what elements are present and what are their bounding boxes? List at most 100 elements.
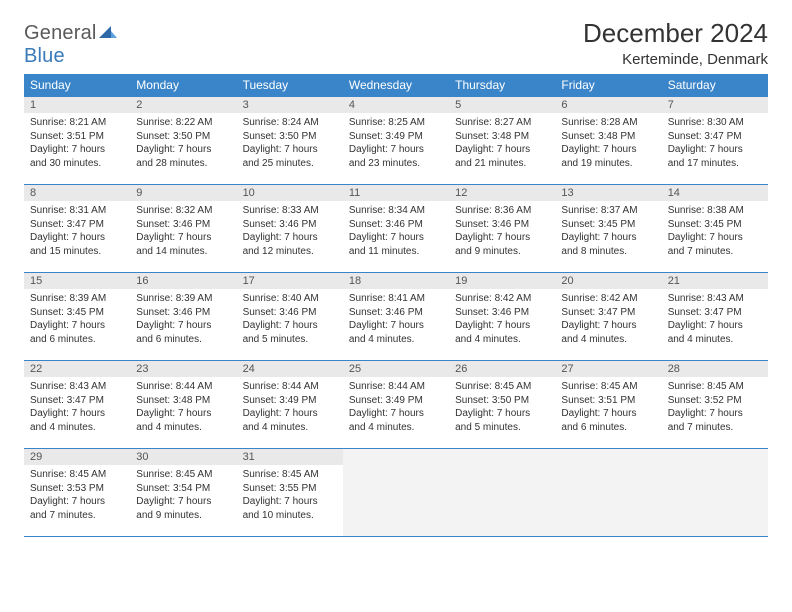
calendar-cell: 12Sunrise: 8:36 AMSunset: 3:46 PMDayligh… [449, 185, 555, 273]
day-details: Sunrise: 8:45 AMSunset: 3:54 PMDaylight:… [130, 465, 236, 526]
daylight-text-1: Daylight: 7 hours [243, 319, 337, 333]
day-number: 6 [555, 97, 661, 113]
day-details: Sunrise: 8:42 AMSunset: 3:47 PMDaylight:… [555, 289, 661, 350]
daylight-text-2: and 6 minutes. [136, 333, 230, 347]
day-number: 2 [130, 97, 236, 113]
day-details: Sunrise: 8:43 AMSunset: 3:47 PMDaylight:… [662, 289, 768, 350]
location-label: Kerteminde, Denmark [583, 51, 768, 68]
calendar-cell [343, 449, 449, 537]
calendar-cell: 20Sunrise: 8:42 AMSunset: 3:47 PMDayligh… [555, 273, 661, 361]
day-details: Sunrise: 8:36 AMSunset: 3:46 PMDaylight:… [449, 201, 555, 262]
calendar-row: 8Sunrise: 8:31 AMSunset: 3:47 PMDaylight… [24, 185, 768, 273]
calendar-cell: 14Sunrise: 8:38 AMSunset: 3:45 PMDayligh… [662, 185, 768, 273]
day-number: 11 [343, 185, 449, 201]
sunset-text: Sunset: 3:47 PM [561, 306, 655, 320]
daylight-text-2: and 6 minutes. [561, 421, 655, 435]
sunset-text: Sunset: 3:50 PM [243, 130, 337, 144]
day-number: 19 [449, 273, 555, 289]
calendar-cell [449, 449, 555, 537]
calendar-body: 1Sunrise: 8:21 AMSunset: 3:51 PMDaylight… [24, 97, 768, 537]
day-number: 17 [237, 273, 343, 289]
daylight-text-2: and 7 minutes. [668, 421, 762, 435]
day-details: Sunrise: 8:39 AMSunset: 3:46 PMDaylight:… [130, 289, 236, 350]
weekday-header-row: Sunday Monday Tuesday Wednesday Thursday… [24, 74, 768, 97]
day-number: 16 [130, 273, 236, 289]
daylight-text-1: Daylight: 7 hours [561, 319, 655, 333]
day-details: Sunrise: 8:45 AMSunset: 3:50 PMDaylight:… [449, 377, 555, 438]
weekday-header: Tuesday [237, 74, 343, 97]
sunset-text: Sunset: 3:47 PM [668, 306, 762, 320]
daylight-text-2: and 4 minutes. [349, 333, 443, 347]
day-number: 15 [24, 273, 130, 289]
calendar-cell: 29Sunrise: 8:45 AMSunset: 3:53 PMDayligh… [24, 449, 130, 537]
day-details: Sunrise: 8:44 AMSunset: 3:49 PMDaylight:… [237, 377, 343, 438]
day-number: 7 [662, 97, 768, 113]
calendar-cell: 10Sunrise: 8:33 AMSunset: 3:46 PMDayligh… [237, 185, 343, 273]
day-number: 5 [449, 97, 555, 113]
daylight-text-2: and 4 minutes. [561, 333, 655, 347]
daylight-text-1: Daylight: 7 hours [243, 495, 337, 509]
sunrise-text: Sunrise: 8:45 AM [243, 468, 337, 482]
day-number: 30 [130, 449, 236, 465]
sunset-text: Sunset: 3:48 PM [136, 394, 230, 408]
day-details: Sunrise: 8:41 AMSunset: 3:46 PMDaylight:… [343, 289, 449, 350]
sunrise-text: Sunrise: 8:45 AM [561, 380, 655, 394]
sunset-text: Sunset: 3:53 PM [30, 482, 124, 496]
day-number: 31 [237, 449, 343, 465]
sunrise-text: Sunrise: 8:40 AM [243, 292, 337, 306]
weekday-header: Friday [555, 74, 661, 97]
calendar-cell: 8Sunrise: 8:31 AMSunset: 3:47 PMDaylight… [24, 185, 130, 273]
daylight-text-1: Daylight: 7 hours [30, 495, 124, 509]
daylight-text-2: and 4 minutes. [30, 421, 124, 435]
daylight-text-1: Daylight: 7 hours [136, 407, 230, 421]
day-number: 14 [662, 185, 768, 201]
daylight-text-2: and 19 minutes. [561, 157, 655, 171]
sunrise-text: Sunrise: 8:38 AM [668, 204, 762, 218]
sunset-text: Sunset: 3:50 PM [136, 130, 230, 144]
sunrise-text: Sunrise: 8:33 AM [243, 204, 337, 218]
day-number: 4 [343, 97, 449, 113]
sunrise-text: Sunrise: 8:39 AM [30, 292, 124, 306]
sunrise-text: Sunrise: 8:25 AM [349, 116, 443, 130]
daylight-text-1: Daylight: 7 hours [561, 407, 655, 421]
daylight-text-2: and 23 minutes. [349, 157, 443, 171]
day-details: Sunrise: 8:31 AMSunset: 3:47 PMDaylight:… [24, 201, 130, 262]
daylight-text-2: and 8 minutes. [561, 245, 655, 259]
daylight-text-1: Daylight: 7 hours [136, 319, 230, 333]
daylight-text-1: Daylight: 7 hours [668, 143, 762, 157]
day-number: 26 [449, 361, 555, 377]
sunset-text: Sunset: 3:45 PM [561, 218, 655, 232]
daylight-text-2: and 4 minutes. [136, 421, 230, 435]
day-number: 27 [555, 361, 661, 377]
daylight-text-1: Daylight: 7 hours [455, 143, 549, 157]
logo: General Blue [24, 22, 117, 68]
calendar-cell: 26Sunrise: 8:45 AMSunset: 3:50 PMDayligh… [449, 361, 555, 449]
sunrise-text: Sunrise: 8:45 AM [136, 468, 230, 482]
daylight-text-2: and 21 minutes. [455, 157, 549, 171]
daylight-text-1: Daylight: 7 hours [136, 231, 230, 245]
daylight-text-1: Daylight: 7 hours [243, 143, 337, 157]
sunrise-text: Sunrise: 8:31 AM [30, 204, 124, 218]
sunrise-text: Sunrise: 8:37 AM [561, 204, 655, 218]
daylight-text-2: and 6 minutes. [30, 333, 124, 347]
calendar-cell: 15Sunrise: 8:39 AMSunset: 3:45 PMDayligh… [24, 273, 130, 361]
weekday-header: Monday [130, 74, 236, 97]
sunset-text: Sunset: 3:54 PM [136, 482, 230, 496]
day-details: Sunrise: 8:22 AMSunset: 3:50 PMDaylight:… [130, 113, 236, 174]
daylight-text-2: and 5 minutes. [243, 333, 337, 347]
sunset-text: Sunset: 3:46 PM [349, 306, 443, 320]
day-details: Sunrise: 8:28 AMSunset: 3:48 PMDaylight:… [555, 113, 661, 174]
calendar-cell: 27Sunrise: 8:45 AMSunset: 3:51 PMDayligh… [555, 361, 661, 449]
daylight-text-2: and 17 minutes. [668, 157, 762, 171]
day-details: Sunrise: 8:38 AMSunset: 3:45 PMDaylight:… [662, 201, 768, 262]
daylight-text-1: Daylight: 7 hours [136, 143, 230, 157]
day-details: Sunrise: 8:33 AMSunset: 3:46 PMDaylight:… [237, 201, 343, 262]
day-details: Sunrise: 8:45 AMSunset: 3:52 PMDaylight:… [662, 377, 768, 438]
day-number: 22 [24, 361, 130, 377]
daylight-text-1: Daylight: 7 hours [561, 143, 655, 157]
daylight-text-2: and 4 minutes. [243, 421, 337, 435]
calendar-row: 29Sunrise: 8:45 AMSunset: 3:53 PMDayligh… [24, 449, 768, 537]
sunrise-text: Sunrise: 8:45 AM [30, 468, 124, 482]
sunrise-text: Sunrise: 8:44 AM [349, 380, 443, 394]
day-number: 10 [237, 185, 343, 201]
